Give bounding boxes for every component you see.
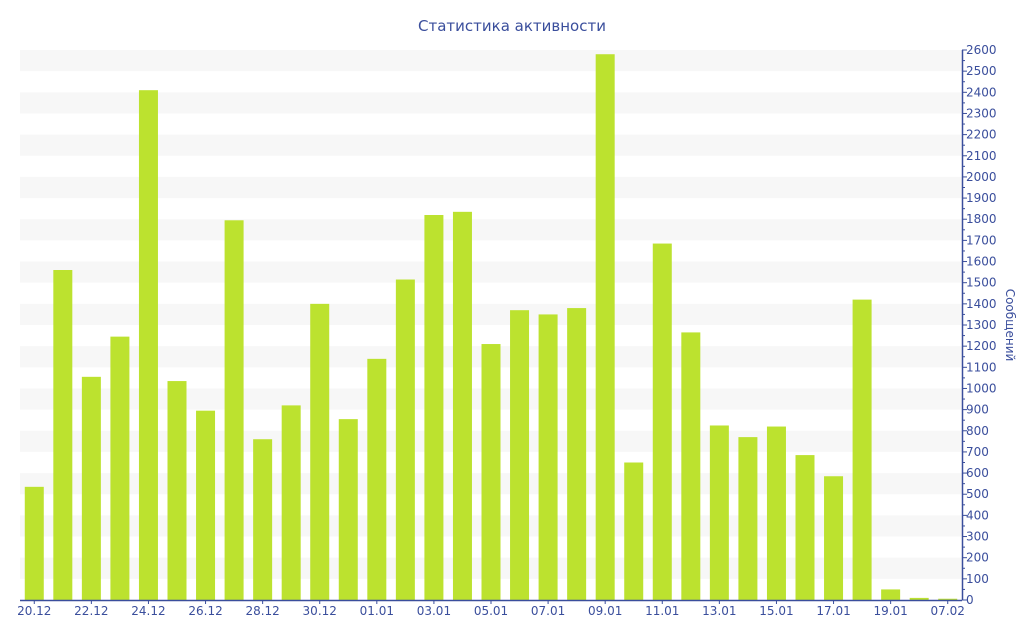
x-tick-label: 13.01 xyxy=(702,604,736,618)
bar-18.01 xyxy=(852,299,872,600)
bar-23.12 xyxy=(110,336,130,600)
y-tick-label: 100 xyxy=(966,572,989,586)
y-tick-label: 2400 xyxy=(966,85,997,99)
x-tick-label: 17.01 xyxy=(816,604,850,618)
x-tick-label: 28.12 xyxy=(245,604,279,618)
bar-31.12 xyxy=(338,419,358,600)
chart-title: Статистика активности xyxy=(418,17,606,35)
y-tick-label: 400 xyxy=(966,508,989,522)
y-tick-label: 800 xyxy=(966,424,989,438)
bar-17.01 xyxy=(824,476,844,600)
x-tick-label: 05.01 xyxy=(474,604,508,618)
y-tick-label: 300 xyxy=(966,530,989,544)
bar-24.12 xyxy=(138,90,158,600)
bar-03.01 xyxy=(424,215,444,600)
y-tick-label: 0 xyxy=(966,593,974,607)
x-tick-label: 30.12 xyxy=(303,604,337,618)
x-tick-label: 20.12 xyxy=(17,604,51,618)
bar-08.01 xyxy=(567,308,587,600)
x-tick-label: 26.12 xyxy=(188,604,222,618)
y-tick-label: 1900 xyxy=(966,191,997,205)
grid-band xyxy=(20,134,962,156)
y-tick-label: 2500 xyxy=(966,64,997,78)
x-tick-label: 01.01 xyxy=(360,604,394,618)
bar-14.01 xyxy=(738,437,758,600)
y-tick-label: 700 xyxy=(966,445,989,459)
x-tick-label: 09.01 xyxy=(588,604,622,618)
bar-07.02 xyxy=(938,598,958,600)
y-tick-label: 2300 xyxy=(966,106,997,120)
y-tick-label: 2600 xyxy=(966,43,997,57)
x-tick-label: 19.01 xyxy=(873,604,907,618)
x-tick-label: 11.01 xyxy=(645,604,679,618)
bar-02.01 xyxy=(395,279,415,600)
bar-16.01 xyxy=(795,455,815,600)
bar-30.12 xyxy=(310,303,330,600)
bar-04.01 xyxy=(452,211,472,601)
bar-25.12 xyxy=(167,381,187,600)
grid-band xyxy=(20,219,962,241)
bar-01.01 xyxy=(367,358,387,600)
y-tick-label: 200 xyxy=(966,551,989,565)
y-tick-label: 1400 xyxy=(966,297,997,311)
bar-20.12 xyxy=(24,486,44,600)
y-tick-label: 2200 xyxy=(966,128,997,142)
bar-28.12 xyxy=(253,439,273,600)
y-tick-label: 2100 xyxy=(966,149,997,163)
x-tick-label: 03.01 xyxy=(417,604,451,618)
grid-band xyxy=(20,303,962,325)
x-tick-label: 07.01 xyxy=(531,604,565,618)
y-tick-label: 1500 xyxy=(966,276,997,290)
y-tick-label: 1700 xyxy=(966,233,997,247)
y-tick-label: 1100 xyxy=(966,360,997,374)
x-tick-label: 24.12 xyxy=(131,604,165,618)
y-tick-label: 1200 xyxy=(966,339,997,353)
x-tick-label: 15.01 xyxy=(759,604,793,618)
bar-29.12 xyxy=(281,405,301,600)
grid-band xyxy=(20,92,962,114)
y-tick-label: 1600 xyxy=(966,255,997,269)
bar-15.01 xyxy=(766,426,786,600)
grid-band xyxy=(20,50,962,72)
bar-13.01 xyxy=(709,425,729,600)
bar-22.12 xyxy=(81,376,101,600)
y-tick-label: 1000 xyxy=(966,381,997,395)
y-tick-label: 2000 xyxy=(966,170,997,184)
bar-26.12 xyxy=(196,410,216,600)
y-tick-label: 500 xyxy=(966,487,989,501)
bar-27.12 xyxy=(224,220,244,601)
bar-12.01 xyxy=(681,332,701,600)
grid-band xyxy=(20,261,962,283)
bar-19.01 xyxy=(881,589,901,600)
grid-band xyxy=(20,176,962,199)
y-tick-label: 1300 xyxy=(966,318,997,332)
y-tick-label: 600 xyxy=(966,466,989,480)
bar-10.01 xyxy=(624,462,644,600)
y-axis-title: Сообщений xyxy=(1003,289,1017,362)
bar-bar31 xyxy=(909,597,929,600)
bar-07.01 xyxy=(538,314,558,600)
bar-21.12 xyxy=(53,270,73,600)
bar-09.01 xyxy=(595,54,615,600)
y-tick-label: 900 xyxy=(966,403,989,417)
x-tick-label: 22.12 xyxy=(74,604,108,618)
bar-05.01 xyxy=(481,344,501,600)
y-tick-label: 1800 xyxy=(966,212,997,226)
x-tick-label: 07.02 xyxy=(931,604,965,618)
bar-06.01 xyxy=(510,310,530,600)
bar-11.01 xyxy=(652,243,672,601)
